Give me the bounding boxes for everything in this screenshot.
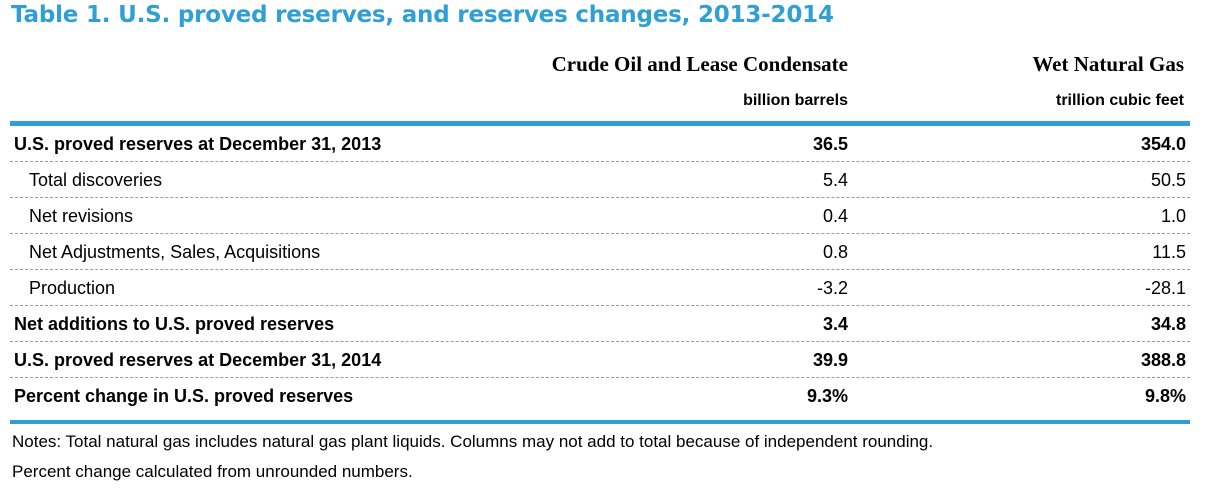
row-label: Total discoveries: [29, 170, 163, 190]
row-label: U.S. proved reserves at December 31, 201…: [14, 350, 382, 370]
row-label: Net additions to U.S. proved reserves: [14, 314, 335, 334]
table-row: U.S. proved reserves at December 31, 201…: [10, 342, 1190, 378]
oil-value: 3.4: [822, 314, 848, 334]
table-row: Net additions to U.S. proved reserves 3.…: [10, 306, 1190, 342]
gas-value: 11.5: [1152, 242, 1186, 262]
column-unit-oil: billion barrels: [743, 92, 848, 109]
gas-value: 1.0: [1160, 206, 1186, 226]
notes-line: Percent change calculated from unrounded…: [12, 462, 413, 481]
oil-value: 9.3%: [806, 386, 848, 406]
row-label: U.S. proved reserves at December 31, 201…: [14, 134, 382, 154]
column-header-gas: Wet Natural Gas: [1032, 52, 1184, 76]
table-row: Percent change in U.S. proved reserves 9…: [10, 378, 1190, 414]
row-label: Net Adjustments, Sales, Acquisitions: [29, 242, 321, 262]
gas-value: 9.8%: [1144, 386, 1186, 406]
gas-value: 354.0: [1140, 134, 1186, 154]
oil-value: 5.4: [822, 170, 848, 190]
gas-value: 34.8: [1150, 314, 1186, 334]
oil-value: 0.4: [822, 206, 848, 226]
table-row: Net Adjustments, Sales, Acquisitions 0.8…: [10, 234, 1190, 270]
table-notes: Notes: Total natural gas includes natura…: [12, 427, 933, 487]
gas-value: -28.1: [1144, 278, 1186, 298]
oil-value: 0.8: [822, 242, 848, 262]
table-row: U.S. proved reserves at December 31, 201…: [10, 126, 1190, 162]
notes-line: Notes: Total natural gas includes natura…: [12, 432, 934, 451]
header-divider: [10, 121, 1190, 126]
table-title: Table 1. U.S. proved reserves, and reser…: [11, 2, 834, 28]
table-row: Total discoveries 5.4 50.5: [10, 162, 1190, 198]
row-label: Net revisions: [29, 206, 134, 226]
table-row: Production -3.2 -28.1: [10, 270, 1190, 306]
table-row: Net revisions 0.4 1.0: [10, 198, 1190, 234]
footer-divider: [10, 420, 1190, 424]
reserves-table: U.S. proved reserves at December 31, 201…: [10, 126, 1190, 414]
row-label: Percent change in U.S. proved reserves: [14, 386, 354, 406]
oil-value: 36.5: [812, 134, 848, 154]
row-label: Production: [29, 278, 116, 298]
gas-value: 50.5: [1150, 170, 1186, 190]
gas-value: 388.8: [1140, 350, 1186, 370]
oil-value: -3.2: [816, 278, 848, 298]
oil-value: 39.9: [812, 350, 848, 370]
column-header-oil: Crude Oil and Lease Condensate: [551, 52, 848, 76]
column-unit-gas: trillion cubic feet: [1055, 92, 1184, 109]
